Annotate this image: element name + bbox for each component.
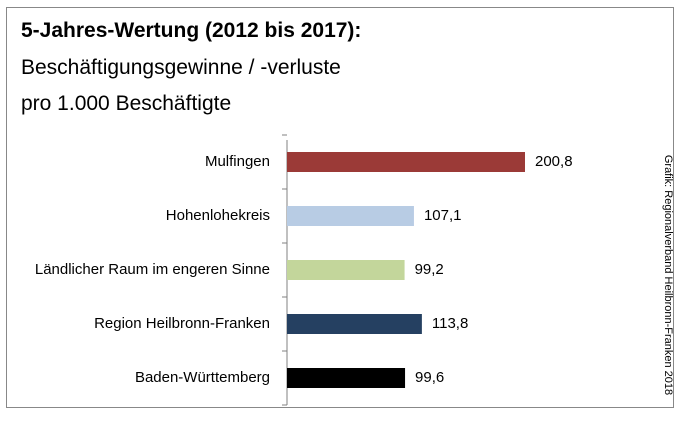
data-label: 113,8 <box>431 315 469 332</box>
chart-frame <box>6 7 674 408</box>
data-label: 200,8 <box>535 153 573 170</box>
bar <box>287 368 406 388</box>
category-label: Mulfingen <box>204 153 270 170</box>
bar <box>287 260 405 280</box>
bar <box>287 206 414 226</box>
chart-subtitle: Beschäftigungsgewinne / -verluste <box>21 56 341 79</box>
data-label: 99,6 <box>415 369 445 386</box>
data-label: 99,2 <box>414 261 444 278</box>
bar <box>287 152 525 172</box>
bar <box>287 314 422 334</box>
category-label: Hohenlohekreis <box>165 207 270 224</box>
category-label: Baden-Württemberg <box>134 369 270 386</box>
category-label: Region Heilbronn-Franken <box>94 315 270 332</box>
chart-title: 5-Jahres-Wertung (2012 bis 2017): <box>21 19 362 42</box>
chart-subtitle: pro 1.000 Beschäftigte <box>21 92 232 115</box>
data-label: 107,1 <box>423 207 462 224</box>
category-label: Ländlicher Raum im engeren Sinne <box>34 261 270 278</box>
